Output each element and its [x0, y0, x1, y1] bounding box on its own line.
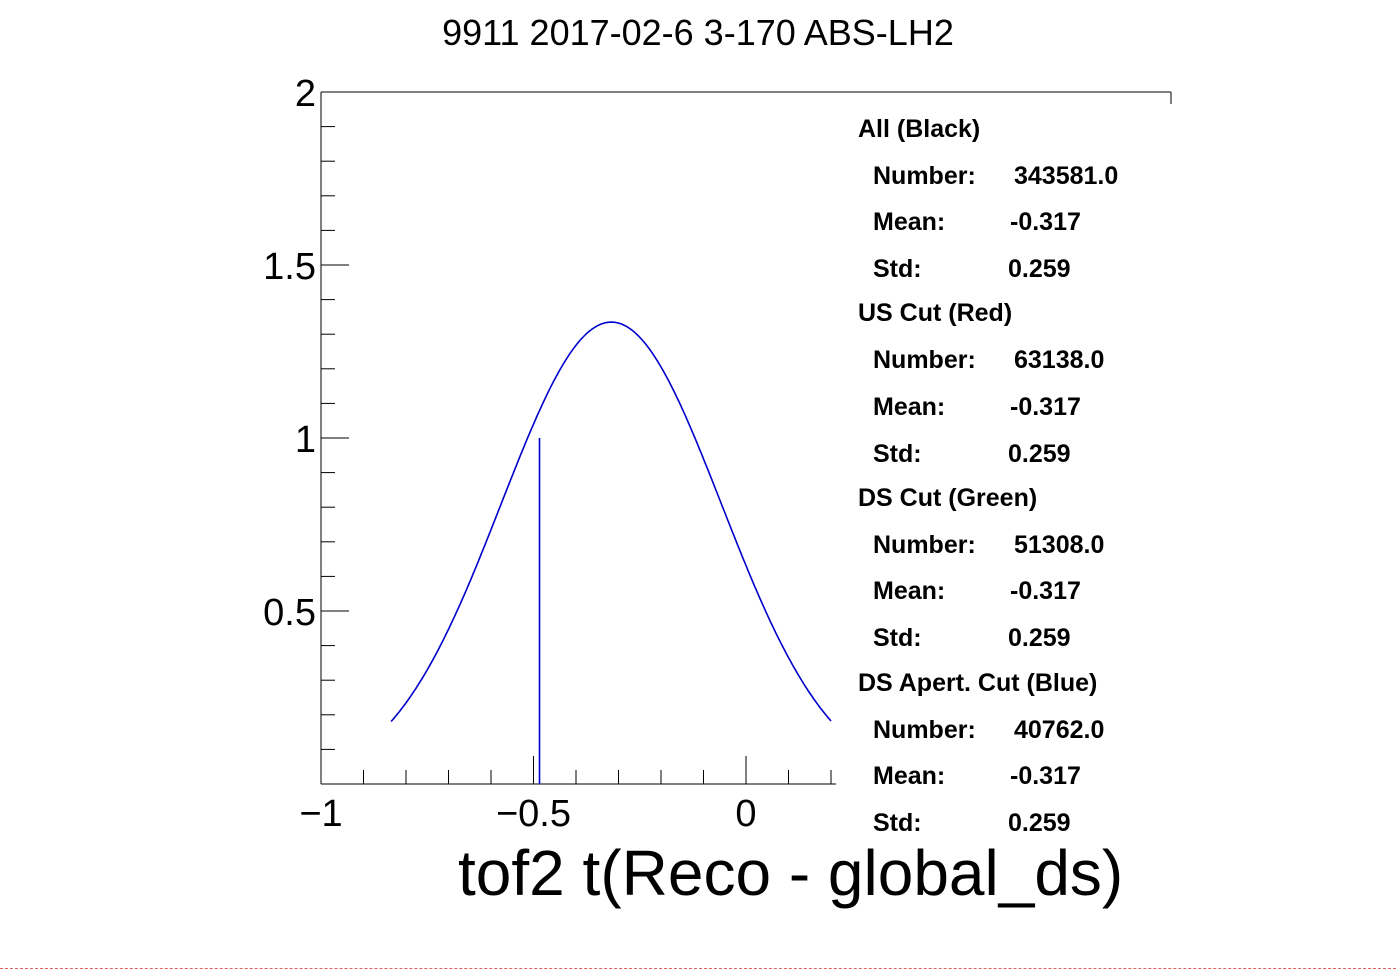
stats-number-label: Number:	[873, 716, 976, 744]
stats-number-row: Number: 63138.0	[873, 346, 1104, 375]
stats-number-label: Number:	[873, 162, 976, 190]
stats-mean-value: -0.317	[1010, 393, 1081, 421]
stats-std-row: Std: 0.259	[873, 809, 1071, 838]
stats-header-all: All (Black)	[858, 115, 981, 143]
stats-std-label: Std:	[873, 440, 922, 468]
stats-std-value: 0.259	[1008, 624, 1071, 652]
stats-mean-label: Mean:	[873, 208, 946, 236]
stats-number-value: 63138.0	[1014, 346, 1105, 374]
stats-header-us-cut: US Cut (Red)	[858, 299, 1013, 327]
x-axis-label: tof2 t(Reco - global_ds)	[458, 837, 1124, 909]
stats-mean-label: Mean:	[873, 762, 946, 790]
bottom-divider	[0, 968, 1396, 969]
stats-std-label: Std:	[873, 255, 922, 283]
y-tick-label: 1	[295, 419, 316, 461]
stats-header-ds-cut: DS Cut (Green)	[858, 484, 1038, 512]
x-tick-label: −1	[299, 793, 342, 835]
stats-std-label: Std:	[873, 624, 922, 652]
stats-number-value: 51308.0	[1014, 531, 1105, 559]
y-tick-label: 2	[295, 73, 316, 115]
stats-number-label: Number:	[873, 346, 976, 374]
stats-number-row: Number: 40762.0	[873, 716, 1104, 745]
stats-mean-value: -0.317	[1010, 762, 1081, 790]
y-tick-label: 1.5	[263, 246, 316, 288]
stats-std-value: 0.259	[1008, 440, 1071, 468]
stats-mean-value: -0.317	[1010, 208, 1081, 236]
stats-header-ds-apert-cut: DS Apert. Cut (Blue)	[858, 669, 1098, 697]
stats-number-value: 40762.0	[1014, 716, 1105, 744]
chart-title: 9911 2017-02-6 3-170 ABS-LH2	[442, 12, 954, 53]
stats-mean-value: -0.317	[1010, 577, 1081, 605]
stats-mean-label: Mean:	[873, 577, 946, 605]
series-line	[390, 321, 832, 723]
stats-mean-label: Mean:	[873, 393, 946, 421]
x-tick-label: 0	[735, 793, 756, 835]
stats-mean-row: Mean: -0.317	[873, 393, 1081, 422]
stats-std-row: Std: 0.259	[873, 440, 1071, 469]
y-tick-label: 0.5	[263, 592, 316, 634]
stats-mean-row: Mean: -0.317	[873, 577, 1081, 606]
x-tick-label: −0.5	[496, 793, 571, 835]
stats-number-value: 343581.0	[1014, 162, 1119, 190]
stats-mean-row: Mean: -0.317	[873, 762, 1081, 791]
stats-number-row: Number: 343581.0	[873, 162, 1118, 191]
stats-number-row: Number: 51308.0	[873, 531, 1104, 560]
stats-std-label: Std:	[873, 809, 922, 837]
stats-number-label: Number:	[873, 531, 976, 559]
stats-std-value: 0.259	[1008, 809, 1071, 837]
stats-std-row: Std: 0.259	[873, 624, 1071, 653]
stats-std-row: Std: 0.259	[873, 255, 1071, 284]
stats-std-value: 0.259	[1008, 255, 1071, 283]
stats-mean-row: Mean: -0.317	[873, 208, 1081, 237]
